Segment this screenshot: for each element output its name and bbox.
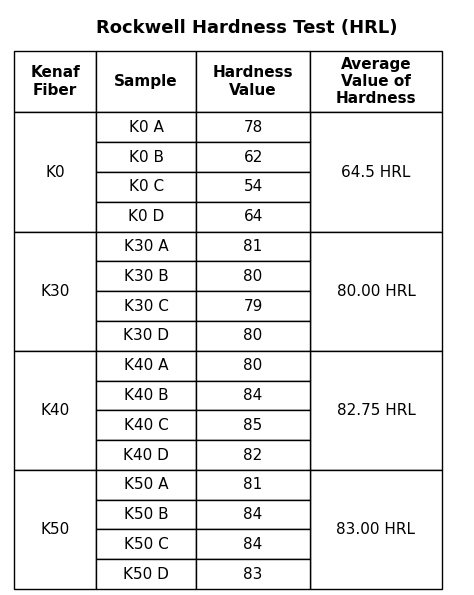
Text: 64: 64 [244,209,263,224]
Text: Sample: Sample [114,74,178,89]
Text: K30 A: K30 A [124,239,168,254]
Text: 85: 85 [244,418,263,433]
Text: K40 C: K40 C [124,418,169,433]
Text: Rockwell Hardness Test (HRL): Rockwell Hardness Test (HRL) [96,19,397,37]
Text: K30: K30 [40,284,70,299]
Text: Kenaf
Fiber: Kenaf Fiber [30,65,80,98]
Text: Hardness
Value: Hardness Value [213,65,293,98]
Text: K40: K40 [41,403,70,418]
Text: 80: 80 [244,328,263,343]
Text: K30 D: K30 D [123,328,169,343]
Text: K50 C: K50 C [124,537,169,552]
Text: 78: 78 [244,120,263,135]
Text: K0 C: K0 C [128,180,164,195]
Text: 64.5 HRL: 64.5 HRL [341,165,410,180]
Text: K50 B: K50 B [124,507,168,522]
Text: 82: 82 [244,447,263,462]
Text: 80: 80 [244,358,263,373]
Text: K30 B: K30 B [124,269,169,284]
Text: K0 D: K0 D [128,209,164,224]
Text: K50 A: K50 A [124,477,168,492]
Text: 81: 81 [244,239,263,254]
Text: K50 D: K50 D [123,566,169,582]
Text: 80: 80 [244,269,263,284]
Text: 79: 79 [244,299,263,314]
Text: 54: 54 [244,180,263,195]
Text: 80.00 HRL: 80.00 HRL [337,284,415,299]
Text: K50: K50 [41,522,70,537]
Text: 82.75 HRL: 82.75 HRL [337,403,415,418]
Text: 84: 84 [244,537,263,552]
Text: Average
Value of
Hardness: Average Value of Hardness [336,57,416,107]
Text: 83.00 HRL: 83.00 HRL [337,522,416,537]
Text: K0 B: K0 B [128,150,164,165]
Text: 83: 83 [244,566,263,582]
Text: 84: 84 [244,388,263,403]
Text: K40 B: K40 B [124,388,168,403]
Text: K0 A: K0 A [129,120,164,135]
Text: 84: 84 [244,507,263,522]
Text: 81: 81 [244,477,263,492]
Text: K30 C: K30 C [124,299,169,314]
Text: K0: K0 [46,165,65,180]
Text: 62: 62 [244,150,263,165]
Text: K40 A: K40 A [124,358,168,373]
Text: K40 D: K40 D [123,447,169,462]
